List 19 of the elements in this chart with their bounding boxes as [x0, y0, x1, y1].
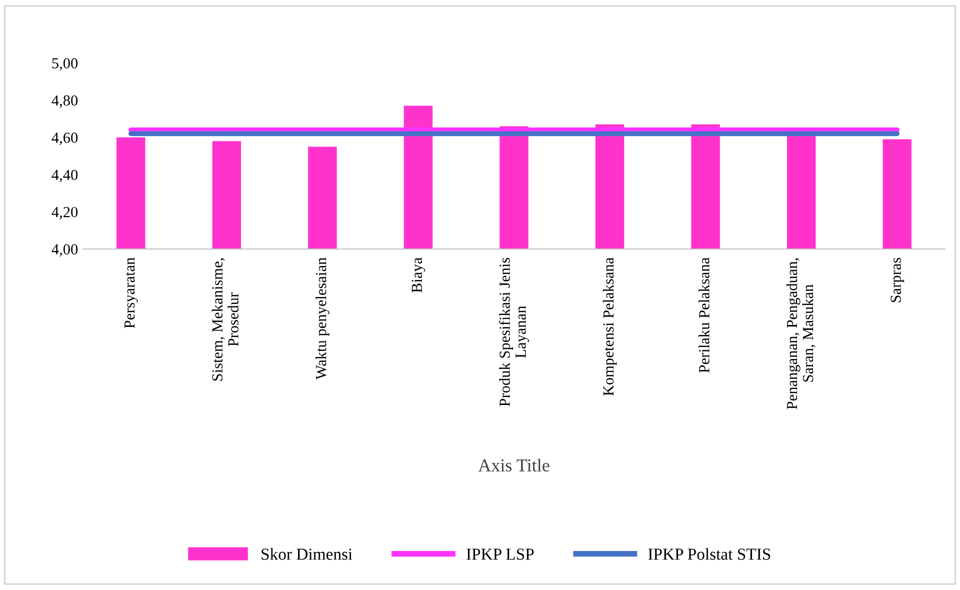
y-tick-label: 4,20: [52, 206, 78, 220]
x-tick-label: Produk Spesifikasi Jenis Layanan: [498, 258, 530, 406]
x-tick-label: Perilaku Pelaksana: [698, 258, 710, 373]
y-tick-label: 4,80: [52, 95, 78, 108]
x-tick-label: Sarpras: [890, 258, 904, 302]
y-tick-label: 4,00: [52, 244, 78, 257]
legend-label: Skor Dimensi: [262, 548, 352, 560]
x-axis-title: Axis Title: [478, 458, 550, 472]
x-tick-label: Sistem, Mekanisme, Prosedur: [212, 258, 238, 381]
x-tick-label: Biaya: [412, 258, 426, 293]
x-tick-label: Kompetensi Pelaksana: [602, 258, 617, 396]
legend-label: IPKP LSP: [466, 548, 534, 560]
y-tick-label: 4,40: [52, 170, 78, 182]
y-tick-label: 4,60: [52, 132, 78, 146]
x-tick-label: Persyaratan: [124, 258, 138, 328]
y-tick-label: 5,00: [52, 58, 78, 71]
x-tick-label: Penanganan, Pengaduan, Saran, Masukan: [786, 258, 816, 410]
x-tick-label: Waktu penyelesaian: [315, 258, 330, 380]
legend-label: IPKP Polstat STIS: [648, 548, 770, 560]
